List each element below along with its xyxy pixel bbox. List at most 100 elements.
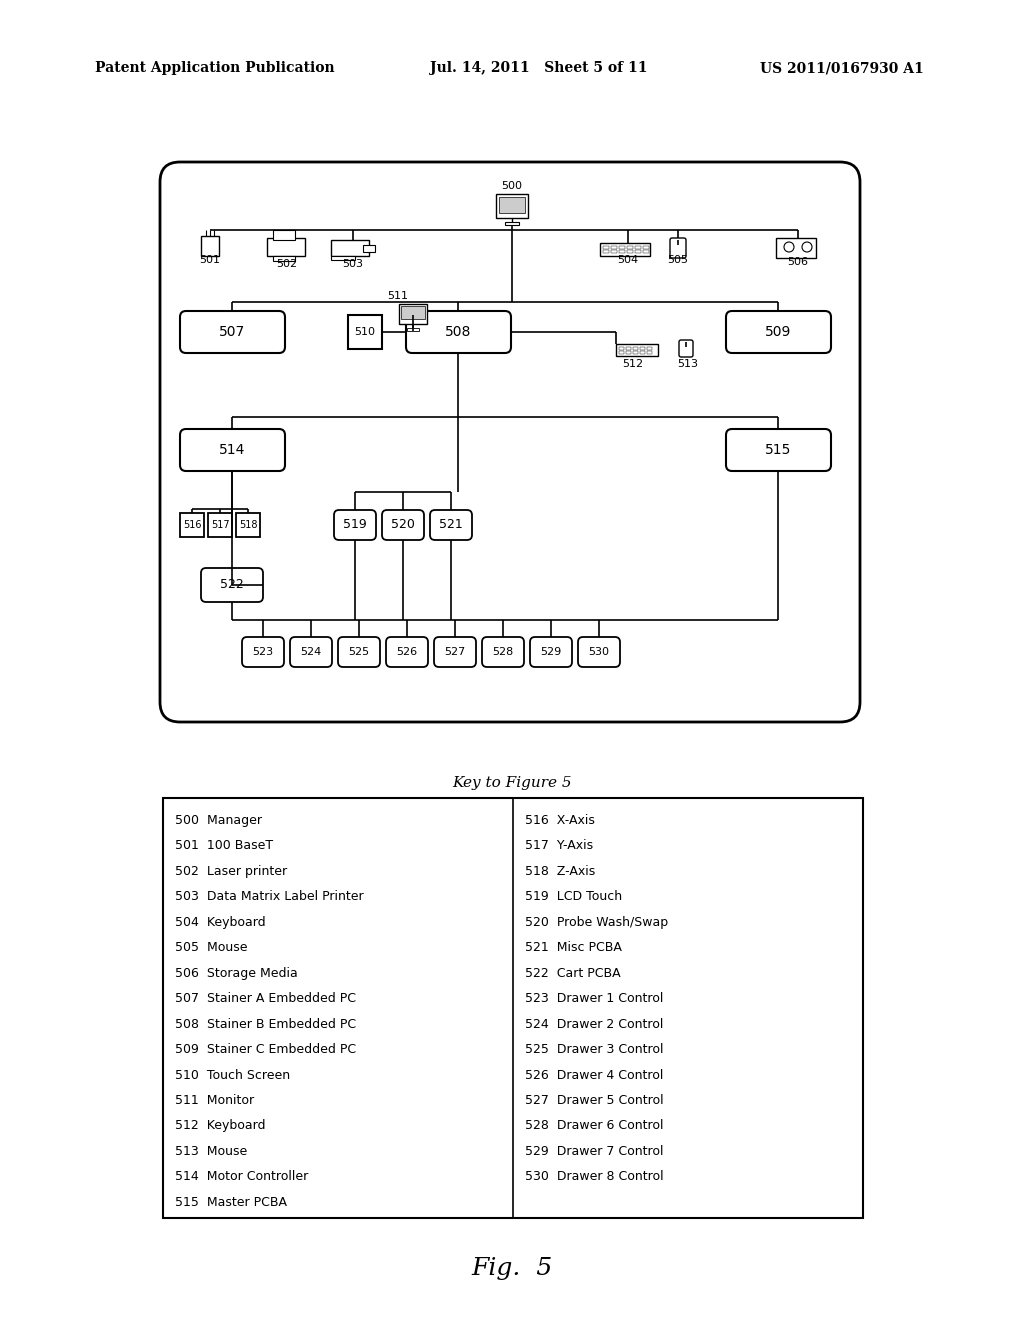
FancyBboxPatch shape xyxy=(160,162,860,722)
Bar xyxy=(616,345,658,356)
Bar xyxy=(627,249,633,253)
Text: 520: 520 xyxy=(391,519,415,532)
Bar xyxy=(348,315,382,348)
Bar xyxy=(180,513,204,537)
Bar xyxy=(647,351,652,354)
Text: 530  Drawer 8 Control: 530 Drawer 8 Control xyxy=(525,1171,664,1183)
Text: 510  Touch Screen: 510 Touch Screen xyxy=(175,1069,290,1081)
Circle shape xyxy=(784,242,794,252)
Text: 513  Mouse: 513 Mouse xyxy=(175,1144,247,1158)
Bar xyxy=(208,513,232,537)
Bar xyxy=(505,222,519,224)
FancyBboxPatch shape xyxy=(434,638,476,667)
FancyBboxPatch shape xyxy=(726,429,831,471)
Text: 528: 528 xyxy=(493,647,514,657)
Bar xyxy=(776,238,816,257)
FancyBboxPatch shape xyxy=(180,429,285,471)
Bar xyxy=(496,194,528,218)
Text: Patent Application Publication: Patent Application Publication xyxy=(95,61,335,75)
Text: 502: 502 xyxy=(276,259,298,269)
Bar xyxy=(618,249,625,253)
Bar xyxy=(618,351,624,354)
Bar xyxy=(407,327,419,331)
FancyBboxPatch shape xyxy=(201,568,263,602)
Bar xyxy=(236,513,260,537)
Bar xyxy=(163,799,863,1218)
Bar xyxy=(618,347,624,350)
Text: 529: 529 xyxy=(541,647,561,657)
Bar xyxy=(626,347,631,350)
Bar xyxy=(331,240,369,256)
Text: 523: 523 xyxy=(253,647,273,657)
Text: 517: 517 xyxy=(211,520,229,531)
Bar xyxy=(626,351,631,354)
Text: 512: 512 xyxy=(623,359,643,370)
Text: 522: 522 xyxy=(220,578,244,591)
FancyBboxPatch shape xyxy=(338,638,380,667)
Text: 522  Cart PCBA: 522 Cart PCBA xyxy=(525,966,621,979)
Text: 520  Probe Wash/Swap: 520 Probe Wash/Swap xyxy=(525,916,668,929)
Text: 518  Z-Axis: 518 Z-Axis xyxy=(525,865,595,878)
Bar xyxy=(643,249,649,253)
Text: 516  X-Axis: 516 X-Axis xyxy=(525,814,595,828)
Text: 521: 521 xyxy=(439,519,463,532)
Text: 512  Keyboard: 512 Keyboard xyxy=(175,1119,265,1133)
Bar xyxy=(647,347,652,350)
Text: 509: 509 xyxy=(765,325,792,339)
Text: 525: 525 xyxy=(348,647,370,657)
Bar xyxy=(331,256,355,260)
Text: 507: 507 xyxy=(219,325,245,339)
Text: 514: 514 xyxy=(219,444,245,457)
Bar xyxy=(633,347,638,350)
FancyBboxPatch shape xyxy=(180,312,285,352)
Bar xyxy=(600,243,650,256)
Text: 515: 515 xyxy=(765,444,792,457)
Text: 515  Master PCBA: 515 Master PCBA xyxy=(175,1196,287,1209)
Text: 503  Data Matrix Label Printer: 503 Data Matrix Label Printer xyxy=(175,891,364,903)
Bar xyxy=(399,304,427,323)
Text: 510: 510 xyxy=(354,327,376,337)
Text: 505  Mouse: 505 Mouse xyxy=(175,941,248,954)
Text: 530: 530 xyxy=(589,647,609,657)
Text: 502  Laser printer: 502 Laser printer xyxy=(175,865,287,878)
Text: 523  Drawer 1 Control: 523 Drawer 1 Control xyxy=(525,993,664,1006)
Text: 503: 503 xyxy=(342,259,364,269)
Text: 506: 506 xyxy=(787,257,809,267)
Bar xyxy=(633,351,638,354)
Bar xyxy=(611,246,617,249)
FancyBboxPatch shape xyxy=(242,638,284,667)
Text: 527: 527 xyxy=(444,647,466,657)
FancyBboxPatch shape xyxy=(406,312,511,352)
Text: 528  Drawer 6 Control: 528 Drawer 6 Control xyxy=(525,1119,664,1133)
Text: 504: 504 xyxy=(617,255,639,265)
Text: 526  Drawer 4 Control: 526 Drawer 4 Control xyxy=(525,1069,664,1081)
Text: 517  Y-Axis: 517 Y-Axis xyxy=(525,840,593,853)
Circle shape xyxy=(802,242,812,252)
Text: 529  Drawer 7 Control: 529 Drawer 7 Control xyxy=(525,1144,664,1158)
FancyBboxPatch shape xyxy=(386,638,428,667)
Bar xyxy=(643,246,649,249)
Bar xyxy=(273,230,295,240)
Bar xyxy=(362,246,375,252)
Text: 527  Drawer 5 Control: 527 Drawer 5 Control xyxy=(525,1094,664,1107)
Text: 514  Motor Controller: 514 Motor Controller xyxy=(175,1171,308,1183)
Text: 526: 526 xyxy=(396,647,418,657)
FancyBboxPatch shape xyxy=(530,638,572,667)
Bar xyxy=(201,236,219,256)
Text: 513: 513 xyxy=(678,359,698,370)
Text: 506  Storage Media: 506 Storage Media xyxy=(175,966,298,979)
Bar xyxy=(267,238,305,256)
Bar xyxy=(635,249,641,253)
Text: 509  Stainer C Embedded PC: 509 Stainer C Embedded PC xyxy=(175,1043,356,1056)
Text: 519: 519 xyxy=(343,519,367,532)
Text: 508: 508 xyxy=(444,325,471,339)
FancyBboxPatch shape xyxy=(430,510,472,540)
Text: 508  Stainer B Embedded PC: 508 Stainer B Embedded PC xyxy=(175,1018,356,1031)
FancyBboxPatch shape xyxy=(578,638,620,667)
Bar xyxy=(603,246,609,249)
Text: 501: 501 xyxy=(200,255,220,265)
FancyBboxPatch shape xyxy=(670,238,686,257)
FancyBboxPatch shape xyxy=(679,341,693,356)
Text: Jul. 14, 2011   Sheet 5 of 11: Jul. 14, 2011 Sheet 5 of 11 xyxy=(430,61,647,75)
Text: 505: 505 xyxy=(668,255,688,265)
